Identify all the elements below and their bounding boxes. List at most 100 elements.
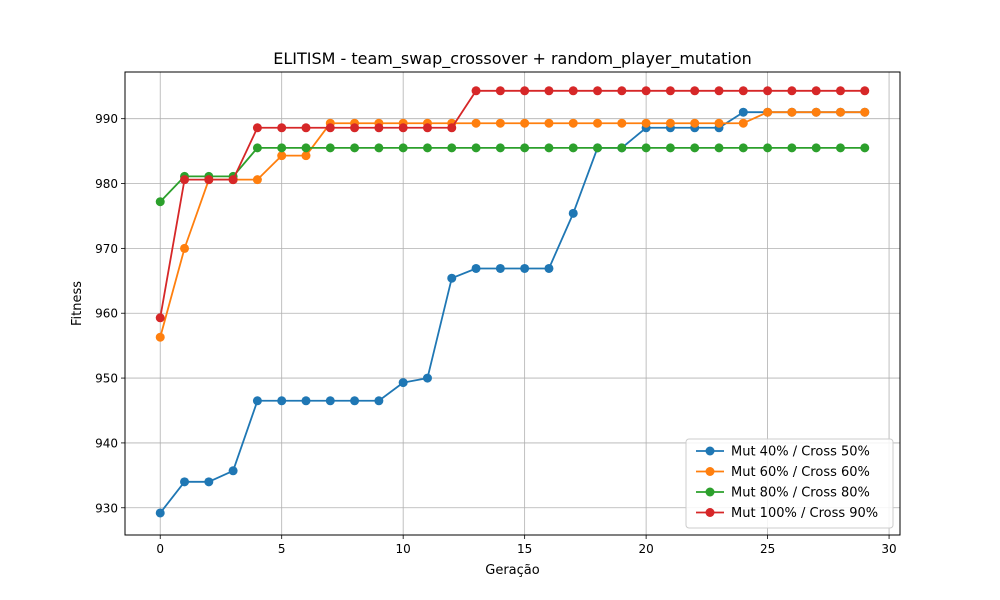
y-axis-label: Fitness <box>70 281 85 326</box>
data-point <box>690 118 700 128</box>
legend-swatch-marker <box>705 446 715 456</box>
series-layer <box>155 86 870 518</box>
data-point <box>860 86 870 96</box>
data-point <box>204 175 214 185</box>
data-point <box>811 107 821 117</box>
data-point <box>422 143 432 153</box>
data-point <box>811 86 821 96</box>
data-point <box>495 118 505 128</box>
legend-label: Mut 40% / Cross 50% <box>731 445 870 460</box>
data-point <box>325 143 335 153</box>
series-4 <box>155 86 870 323</box>
x-tick-label: 30 <box>881 542 896 556</box>
data-point <box>204 477 214 487</box>
data-point <box>787 86 797 96</box>
data-point <box>617 143 627 153</box>
data-point <box>495 263 505 273</box>
data-point <box>690 86 700 96</box>
data-point <box>787 143 797 153</box>
data-point <box>835 86 845 96</box>
data-point <box>228 466 238 476</box>
data-point <box>593 118 603 128</box>
data-point <box>617 118 627 128</box>
data-point <box>860 143 870 153</box>
data-point <box>471 118 481 128</box>
data-point <box>422 373 432 383</box>
x-tick-label: 25 <box>760 542 775 556</box>
data-point <box>471 86 481 96</box>
data-point <box>641 86 651 96</box>
data-point <box>641 118 651 128</box>
x-tick-label: 20 <box>638 542 653 556</box>
x-tick-label: 15 <box>517 542 532 556</box>
data-point <box>471 143 481 153</box>
data-point <box>301 396 311 406</box>
data-point <box>593 143 603 153</box>
data-point <box>568 86 578 96</box>
data-point <box>714 86 724 96</box>
data-point <box>641 143 651 153</box>
data-point <box>471 263 481 273</box>
data-point <box>738 143 748 153</box>
data-point <box>180 477 190 487</box>
data-point <box>155 508 165 518</box>
legend-item: Mut 40% / Cross 50% <box>696 445 870 460</box>
y-tick-label: 940 <box>95 436 118 450</box>
data-point <box>252 143 262 153</box>
data-point <box>665 118 675 128</box>
data-point <box>811 143 821 153</box>
data-point <box>277 151 287 161</box>
data-point <box>155 197 165 207</box>
data-point <box>301 151 311 161</box>
legend-box <box>685 438 894 529</box>
axis-ticks: 0 5 10 15 20 25 30 930 940 950 960 970 980 990 <box>95 112 897 556</box>
data-point <box>180 175 190 185</box>
y-tick-label: 960 <box>95 307 118 321</box>
x-tick-label: 5 <box>278 542 286 556</box>
data-point <box>277 143 287 153</box>
data-point <box>544 143 554 153</box>
data-point <box>252 396 262 406</box>
y-tick-label: 950 <box>95 372 118 386</box>
data-point <box>447 143 457 153</box>
data-point <box>422 123 432 133</box>
legend-swatch-marker <box>705 467 715 476</box>
data-point <box>544 118 554 128</box>
data-point <box>325 123 335 133</box>
data-point <box>520 143 530 153</box>
data-point <box>277 396 287 406</box>
data-point <box>763 86 773 96</box>
data-point <box>228 175 238 185</box>
data-point <box>763 107 773 117</box>
x-tick-label: 10 <box>396 542 411 556</box>
data-point <box>155 313 165 323</box>
x-tick-label: 0 <box>156 542 164 556</box>
data-point <box>738 118 748 128</box>
data-point <box>277 123 287 133</box>
plot-frame <box>124 71 901 536</box>
legend-label: Mut 100% / Cross 90% <box>731 506 878 521</box>
data-point <box>835 143 845 153</box>
data-point <box>617 86 627 96</box>
data-point <box>665 143 675 153</box>
data-point <box>398 123 408 133</box>
data-point <box>738 86 748 96</box>
data-point <box>374 396 384 406</box>
data-point <box>398 143 408 153</box>
data-point <box>763 143 773 153</box>
data-point <box>835 107 845 117</box>
data-point <box>520 86 530 96</box>
data-point <box>495 86 505 96</box>
data-point <box>787 107 797 117</box>
data-point <box>350 143 360 153</box>
data-point <box>447 123 457 133</box>
legend-swatch-marker <box>705 508 715 517</box>
data-point <box>714 118 724 128</box>
legend-swatch-marker <box>705 487 715 497</box>
data-point <box>738 107 748 117</box>
y-tick-label: 930 <box>95 501 118 515</box>
data-point <box>155 332 165 342</box>
data-point <box>544 86 554 96</box>
legend: Mut 40% / Cross 50% Mut 60% / Cross 60% Mu… <box>685 438 894 529</box>
